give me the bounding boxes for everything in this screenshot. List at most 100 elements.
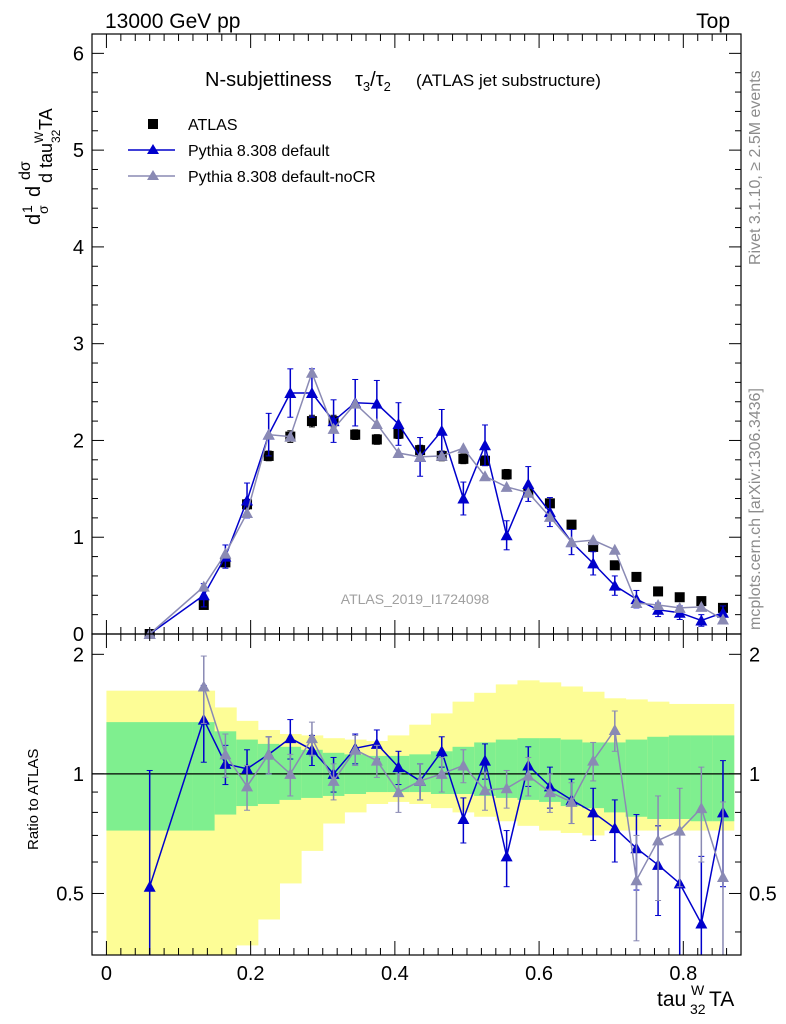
ratio-point-pythia-nocr — [392, 786, 405, 798]
svg-text:d tau: d tau — [36, 143, 56, 183]
ratio-point-pythia-nocr — [457, 759, 470, 771]
ratio-point-pythia-nocr — [327, 774, 340, 786]
svg-text:d: d — [23, 214, 45, 225]
ratio-y-axis-label: Ratio to ATLAS — [25, 749, 42, 850]
data-point-atlas — [674, 592, 685, 603]
data-point-pythia-default — [500, 529, 513, 541]
svg-text:σ: σ — [35, 205, 51, 214]
ratio-point-pythia-default — [457, 812, 470, 824]
data-point-pythia-nocr — [349, 397, 362, 409]
data-point-pythia-default — [608, 579, 621, 591]
ratio-point-pythia-nocr — [284, 767, 297, 779]
data-point-pythia-default — [695, 614, 708, 626]
data-point-pythia-default — [370, 397, 383, 409]
data-point-pythia-default — [457, 492, 470, 504]
svg-text:TA: TA — [709, 988, 734, 1011]
main-series-layer — [143, 366, 729, 639]
ratio-point-pythia-default — [143, 880, 156, 892]
legend-marker-pythia-default — [147, 144, 159, 154]
rivet-version-label: Rivet 3.1.10, ≥ 2.5M events — [747, 70, 764, 265]
data-point-pythia-nocr — [522, 486, 535, 498]
data-point-atlas — [609, 560, 620, 571]
data-point-atlas — [371, 434, 382, 445]
data-point-pythia-default — [716, 606, 729, 618]
data-point-pythia-nocr — [197, 580, 210, 592]
ratio-point-pythia-default — [370, 737, 383, 749]
ratio-panel: 0.5 0.5 1 1 2 2 0 0.2 0.4 0.6 0.8 — [56, 633, 777, 985]
ratio-point-pythia-nocr — [565, 795, 578, 807]
data-point-pythia-default — [197, 589, 210, 601]
ratio-point-pythia-nocr — [522, 769, 535, 781]
main-y-tick-label: 4 — [73, 237, 84, 259]
ratio-series-layer — [143, 655, 729, 956]
data-point-pythia-default — [284, 387, 297, 399]
x-tick-label: 0.8 — [669, 963, 697, 985]
ratio-point-pythia-nocr — [630, 874, 643, 886]
ratio-y-tick-label-left: 1 — [73, 764, 84, 786]
data-point-pythia-nocr — [587, 534, 600, 546]
main-axes: 0 1 2 3 4 5 6 — [73, 33, 742, 646]
svg-text:W: W — [32, 131, 46, 143]
ratio-point-pythia-nocr — [695, 802, 708, 814]
legend-item-atlas: ATLAS — [148, 117, 238, 134]
data-point-pythia-nocr — [652, 598, 665, 610]
data-point-pythia-nocr — [716, 613, 729, 625]
main-y-tick-label: 5 — [73, 140, 84, 162]
plot-title-main: N-subjettiness — [205, 69, 332, 91]
ratio-point-pythia-nocr — [608, 723, 621, 735]
svg-text:32: 32 — [49, 129, 63, 143]
ratio-point-pythia-default — [392, 761, 405, 773]
green-band-bin — [668, 735, 692, 819]
x-axis-label: tau W 32 TA — [657, 982, 734, 1017]
data-point-atlas — [458, 453, 469, 464]
data-point-pythia-nocr — [565, 536, 578, 548]
header-left: 13000 GeV pp — [105, 10, 240, 33]
ratio-point-pythia-default — [479, 754, 492, 766]
data-point-pythia-nocr — [262, 428, 275, 440]
data-point-pythia-nocr — [414, 450, 427, 462]
ratio-point-pythia-nocr — [587, 754, 600, 766]
ratio-point-pythia-nocr — [197, 680, 210, 692]
x-tick-label: 0.2 — [237, 963, 265, 985]
x-tick-label: 0.4 — [381, 963, 409, 985]
ratio-y-tick-label-left: 0.5 — [56, 883, 84, 905]
mcplots-label: mcplots.cern.ch [arXiv:1306.3436] — [747, 388, 764, 630]
ratio-point-pythia-default — [435, 745, 448, 757]
main-y-tick-label: 3 — [73, 334, 84, 356]
data-point-pythia-nocr — [305, 366, 318, 378]
data-point-pythia-default — [479, 439, 492, 451]
data-point-pythia-nocr — [392, 447, 405, 459]
ratio-line-pythia-default — [148, 717, 724, 926]
data-point-atlas — [501, 469, 512, 480]
ratio-point-pythia-default — [608, 822, 621, 834]
x-tick-label: 0.6 — [525, 963, 553, 985]
data-point-pythia-default — [587, 557, 600, 569]
data-point-pythia-nocr — [435, 449, 448, 461]
ratio-uncertainty-bands — [92, 680, 741, 955]
ratio-y-tick-label-left: 2 — [73, 644, 84, 666]
analysis-watermark: ATLAS_2019_I1724098 — [341, 591, 490, 607]
ratio-point-pythia-nocr — [652, 834, 665, 846]
legend-item-pythia-nocr: Pythia 8.308 default-noCR — [128, 169, 376, 186]
data-point-pythia-nocr — [608, 543, 621, 555]
svg-text:W: W — [691, 982, 705, 998]
ratio-point-pythia-default — [695, 917, 708, 929]
svg-text:dσ: dσ — [17, 161, 34, 180]
x-tick-label: 0 — [101, 963, 112, 985]
svg-text:TA: TA — [36, 108, 56, 130]
svg-text:d: d — [23, 186, 45, 197]
main-y-axis-label: d 1 σ d dσ d tau W 32 TA — [17, 108, 63, 225]
svg-text:32: 32 — [690, 1001, 706, 1017]
ratio-point-pythia-nocr — [219, 748, 232, 760]
series-line-pythia-nocr — [149, 370, 724, 635]
ratio-point-pythia-nocr — [305, 732, 318, 744]
legend-label-atlas: ATLAS — [188, 117, 238, 134]
data-point-atlas — [631, 571, 642, 582]
plot-title-sub: (ATLAS jet substructure) — [416, 71, 601, 90]
legend: ATLAS Pythia 8.308 default Pythia 8.308 … — [128, 117, 376, 186]
data-point-pythia-nocr — [630, 597, 643, 609]
data-point-pythia-default — [522, 478, 535, 489]
ratio-frame — [91, 633, 742, 956]
ratio-point-pythia-nocr — [262, 748, 275, 760]
data-point-pythia-nocr — [219, 547, 232, 559]
